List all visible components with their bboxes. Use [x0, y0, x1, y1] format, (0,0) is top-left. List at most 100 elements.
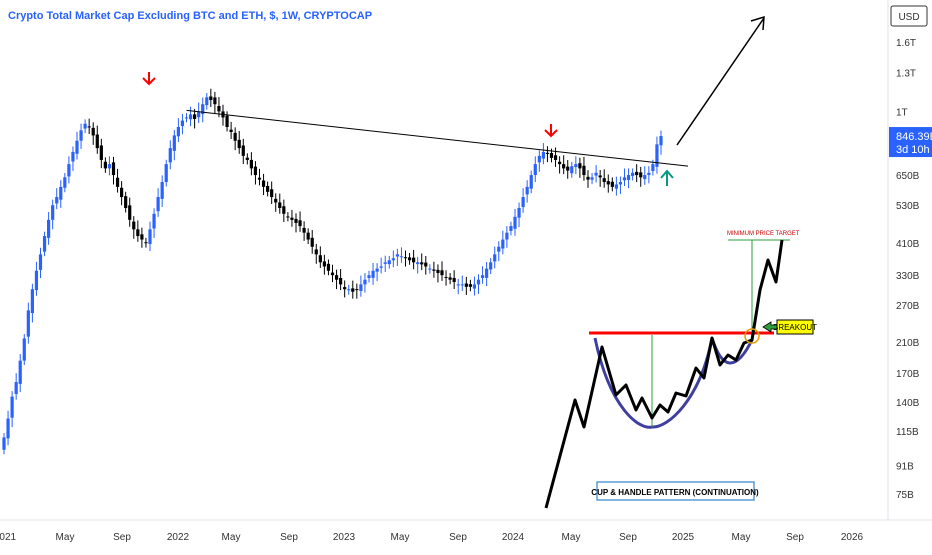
y-tick-label: 410B — [896, 239, 920, 250]
candle-body — [643, 175, 647, 180]
candle-body — [257, 177, 262, 180]
green-arrow-head — [660, 169, 674, 179]
candle-body — [558, 161, 562, 165]
candle-body — [618, 182, 623, 185]
candle-body — [241, 145, 245, 156]
candle-body — [38, 254, 43, 270]
candle-body — [452, 277, 456, 283]
candle-body — [286, 216, 290, 218]
y-tick-label: 115B — [896, 427, 919, 438]
candle-body — [26, 310, 30, 337]
candle-body — [172, 135, 176, 151]
candle-body — [18, 360, 22, 384]
candle-body — [403, 257, 408, 259]
candle-body — [553, 155, 558, 160]
candle-body — [245, 157, 249, 160]
candle-body — [6, 418, 10, 439]
x-tick-label: May — [732, 532, 751, 543]
candle-body — [428, 268, 432, 270]
y-tick-label: 270B — [896, 301, 920, 312]
candle-body — [339, 277, 343, 285]
candle-body — [132, 221, 136, 230]
current-price-label: 846.39B — [896, 131, 932, 143]
candle-body — [448, 277, 452, 280]
candle-body — [237, 139, 241, 149]
candle-body — [639, 172, 643, 178]
candle-body — [274, 198, 278, 203]
candle-body — [213, 97, 217, 105]
x-tick-label: May — [391, 532, 410, 543]
candle-body — [501, 239, 505, 249]
y-tick-label: 170B — [896, 369, 920, 380]
x-tick-label: 2025 — [672, 532, 695, 543]
candle-body — [334, 275, 339, 280]
candle-body — [391, 258, 395, 261]
candle-body — [343, 287, 347, 290]
candle-body — [497, 246, 501, 252]
x-tick-label: Sep — [280, 532, 298, 543]
candle-body — [574, 164, 578, 168]
breakout-circle — [744, 328, 760, 344]
candle-body — [30, 289, 34, 314]
candle-body — [330, 272, 335, 276]
candle-body — [225, 115, 229, 127]
candle-body — [205, 97, 209, 106]
candle-body — [545, 152, 550, 154]
candle-body — [424, 262, 428, 267]
candle-body — [14, 382, 18, 394]
candle-body — [148, 229, 152, 244]
candle-body — [460, 284, 464, 286]
currency-box[interactable] — [890, 5, 928, 27]
candle-body — [188, 114, 193, 120]
candle-body — [562, 164, 566, 169]
candle-body — [432, 269, 436, 271]
candle-body — [168, 148, 172, 163]
candle-body — [367, 275, 371, 278]
candle-body — [184, 117, 189, 119]
candle-body — [136, 229, 140, 237]
candle-body — [261, 180, 266, 187]
candle-body — [626, 175, 631, 181]
y-tick-label: 1T — [896, 107, 908, 118]
candle-body — [144, 242, 148, 244]
candle-body — [379, 266, 383, 268]
candle-body — [631, 172, 635, 176]
candle-body — [253, 166, 258, 176]
candle-body — [456, 284, 460, 286]
x-tick-label: 2024 — [502, 532, 525, 543]
candle-body — [83, 123, 87, 129]
candle-body — [47, 219, 51, 238]
candle-body — [217, 105, 221, 112]
candle-body — [655, 144, 659, 167]
y-tick-label: 91B — [896, 461, 914, 472]
candle-body — [128, 205, 132, 220]
breakout-arrow — [762, 321, 778, 333]
candle-body — [586, 176, 590, 180]
candle-body — [298, 220, 302, 227]
candle-body — [383, 262, 387, 264]
candle-body — [517, 208, 521, 218]
candle-body — [549, 153, 554, 158]
projection-arrow-line — [676, 17, 765, 146]
candle-body — [480, 275, 485, 278]
candle-body — [10, 396, 14, 418]
currency-label: USD — [898, 12, 919, 23]
candle-body — [529, 175, 533, 189]
candle-body — [444, 276, 448, 278]
candle-body — [95, 134, 99, 149]
red-arrow-top-2021-head — [142, 77, 156, 86]
candle-body — [63, 177, 67, 188]
candle-body — [412, 257, 416, 263]
candle-body — [436, 269, 440, 273]
y-tick-label: 1.6T — [896, 38, 916, 49]
candle-body — [622, 177, 627, 181]
candle-body — [282, 206, 286, 214]
candle-body — [270, 189, 274, 198]
red-arrow-top-2024-head — [544, 129, 558, 138]
y-tick-label: 140B — [896, 398, 920, 409]
candle-body — [294, 218, 298, 223]
candle-body — [120, 187, 124, 198]
candle-body — [493, 254, 497, 262]
